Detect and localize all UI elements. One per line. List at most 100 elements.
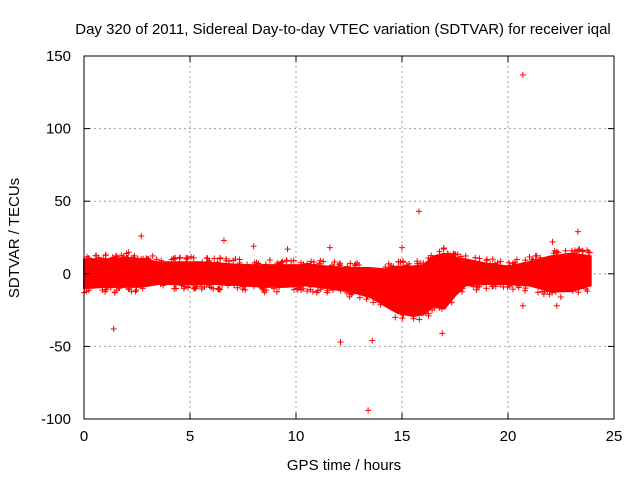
band-edge-marker [504, 284, 511, 291]
band-edge-marker [181, 283, 188, 290]
band-edge-marker [304, 260, 311, 267]
band-edge-marker [109, 254, 116, 261]
band-edge-marker [317, 257, 324, 264]
band-edge-marker [356, 294, 363, 301]
y-tick-label: 50 [54, 193, 71, 210]
band-edge-marker [363, 296, 370, 303]
band-edge-marker [219, 282, 226, 289]
band-edge-marker [158, 257, 165, 264]
y-tick-label: 0 [63, 266, 71, 283]
x-tick-label: 0 [80, 428, 88, 445]
data-point [519, 71, 526, 78]
band-edge-marker [356, 262, 363, 269]
band-edge-marker [528, 258, 535, 265]
band-edge-marker [138, 256, 145, 263]
band-edge-marker [324, 289, 331, 296]
band-edge-marker [100, 255, 107, 262]
band-edge-marker [483, 256, 490, 263]
band-edge-marker [521, 287, 528, 294]
data-point [439, 330, 446, 337]
band-edge-marker [252, 261, 259, 268]
data-point [337, 339, 344, 346]
band-edge-marker [320, 258, 327, 265]
band-edge-marker [329, 287, 336, 294]
band-edge-marker [541, 288, 548, 295]
band-edge-marker [522, 259, 529, 266]
band-edge-marker [575, 289, 582, 296]
band-edge-marker [128, 255, 135, 262]
x-tick-label: 10 [288, 428, 305, 445]
band-edge-marker [194, 281, 201, 288]
band-edge-marker [112, 252, 119, 259]
band-edge-marker [107, 284, 114, 291]
band-edge-marker [118, 252, 125, 259]
band-edge-marker [115, 283, 122, 290]
data-point [220, 237, 227, 244]
band-edge-marker [395, 258, 402, 265]
y-tick-label: -100 [41, 411, 71, 428]
band-edge-marker [230, 282, 237, 289]
band-edge-marker [304, 288, 311, 295]
band-edge-marker [399, 315, 406, 322]
band-edge-marker [483, 285, 490, 292]
band-edge-marker [244, 261, 251, 268]
band-edge-marker [300, 261, 307, 268]
y-axis-label: SDTVAR / TECUs [6, 178, 23, 298]
band-edge-marker [416, 316, 423, 323]
x-tick-label: 15 [394, 428, 411, 445]
band-edge-marker [125, 285, 132, 292]
band-edge-marker [582, 286, 589, 293]
band-edge-marker [173, 285, 180, 292]
band-edge-marker [273, 288, 280, 295]
band-edge-marker [473, 286, 480, 293]
band-edge-marker [102, 252, 109, 259]
band-edge-marker [462, 252, 469, 259]
band-edge-marker [429, 306, 436, 313]
data-point [399, 244, 405, 251]
band-edge-marker [552, 288, 559, 295]
band-edge-marker [308, 258, 315, 265]
band-edge-marker [584, 247, 591, 254]
band-edge-marker [476, 255, 483, 262]
band-edge-marker [274, 259, 281, 266]
data-point [549, 238, 556, 245]
band-edge-marker [562, 247, 569, 254]
plot-frame [83, 55, 615, 420]
band-edge-marker [178, 282, 185, 289]
band-edge-marker [290, 257, 297, 264]
data-point [415, 208, 422, 215]
band-edge-marker [316, 261, 323, 268]
band-edge-marker [492, 260, 499, 267]
band-edge-marker [171, 281, 178, 288]
band-edge-marker [515, 284, 522, 291]
band-edge-marker [347, 260, 354, 267]
band-edge-marker [307, 261, 314, 268]
band-edge-marker [241, 283, 248, 290]
band-edge-marker [510, 286, 517, 293]
band-edge-marker [185, 284, 192, 291]
data-point [250, 243, 257, 250]
band-edge-marker [436, 248, 443, 255]
band-edge-marker [242, 286, 249, 293]
band-edge-marker [204, 255, 211, 262]
band-edge-marker [454, 251, 461, 258]
band-edge-marker [337, 287, 344, 294]
band-edge-marker [133, 286, 140, 293]
y-tick-label: 100 [46, 121, 71, 138]
band-edge-marker [132, 288, 139, 295]
data-point [365, 407, 372, 414]
band-edge-marker [262, 261, 269, 268]
band-edge-marker [406, 260, 413, 267]
band-edge-marker [307, 283, 314, 290]
band-edge-marker [102, 286, 109, 293]
band-edge-marker [211, 255, 218, 262]
band-edge-marker [226, 258, 233, 265]
band-edge-marker [569, 288, 576, 295]
band-edge-marker [457, 253, 464, 260]
data-point [369, 337, 376, 344]
band-edge-marker [83, 288, 90, 295]
band-edge-marker [186, 281, 193, 288]
band-edge-marker [370, 299, 377, 306]
band-edge-marker [266, 256, 273, 263]
band-edge-marker [400, 311, 407, 318]
